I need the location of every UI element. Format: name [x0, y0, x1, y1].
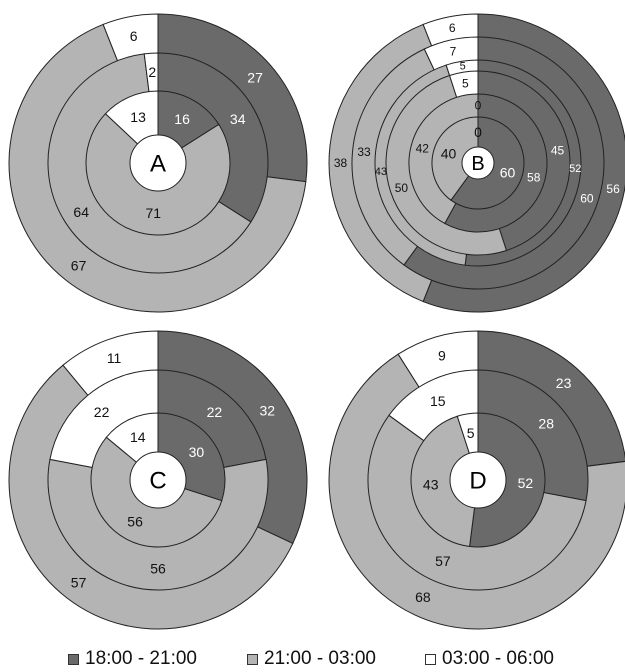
legend-swatch-evening	[68, 653, 79, 665]
panel-letter-c: C	[149, 468, 166, 495]
value-label-ring-2-night: 57	[435, 553, 451, 569]
value-label-ring-6-early-morning: 6	[449, 21, 456, 35]
value-label-ring-5-early-morning: 7	[450, 44, 457, 58]
donut-center	[129, 451, 187, 509]
legend-label-evening: 18:00 - 21:00	[85, 648, 197, 669]
value-label-ring-3-evening: 23	[556, 375, 572, 391]
legend-item-evening: 18:00 - 21:00	[68, 648, 197, 670]
value-label-ring-1-evening: 52	[518, 475, 534, 491]
value-label-ring-1-night: 56	[127, 514, 143, 530]
donut-center	[129, 134, 187, 192]
value-label-ring-1-evening: 16	[174, 111, 190, 127]
value-label-ring-5-night: 33	[357, 145, 371, 159]
value-label-ring-1-early-morning: 0	[474, 124, 482, 140]
value-label-ring-2-early-morning: 22	[94, 404, 110, 420]
value-label-ring-1-early-morning: 5	[467, 425, 475, 441]
legend-swatch-early-morning	[425, 653, 436, 665]
value-label-ring-1-night: 71	[146, 205, 162, 221]
value-label-ring-3-night: 67	[71, 257, 87, 273]
value-label-ring-2-early-morning: 2	[148, 64, 156, 80]
value-label-ring-3-evening: 27	[247, 69, 263, 85]
value-label-ring-3-early-morning: 6	[130, 28, 138, 44]
donut-panel-d: 52 43 5 28 57 15 23 68 9 D	[328, 330, 625, 630]
value-label-ring-1-evening: 30	[189, 444, 205, 460]
value-label-ring-3-night: 68	[415, 589, 431, 605]
value-label-ring-1-evening: 60	[500, 165, 516, 181]
value-label-ring-3-night: 50	[395, 181, 409, 195]
value-label-ring-4-early-morning: 5	[460, 61, 466, 73]
value-label-ring-2-evening: 34	[230, 111, 246, 127]
value-label-ring-2-evening: 28	[538, 416, 554, 432]
value-label-ring-3-early-morning: 9	[438, 348, 446, 364]
value-label-ring-4-night: 43	[375, 166, 387, 178]
value-label-ring-2-night: 42	[416, 142, 430, 156]
donut-center	[449, 451, 507, 509]
value-label-ring-3-early-morning: 11	[107, 350, 122, 366]
value-label-ring-6-night: 38	[334, 156, 348, 170]
panel-letter-d: D	[469, 468, 486, 495]
value-label-ring-1-night: 43	[423, 477, 439, 493]
value-label-ring-3-night: 57	[71, 574, 87, 590]
legend: 18:00 - 21:00 21:00 - 03:00 03:00 - 06:0…	[0, 648, 625, 672]
panel-letter-b: B	[471, 153, 484, 175]
legend-item-early-morning: 03:00 - 06:00	[425, 648, 554, 670]
legend-item-night: 21:00 - 03:00	[247, 648, 376, 670]
value-label-ring-1-night: 40	[441, 145, 457, 161]
ring-1-segment-night	[410, 415, 479, 548]
ring-1-segment-evening	[469, 412, 546, 548]
ring-1-segment-night	[431, 116, 479, 201]
legend-label-night: 21:00 - 03:00	[264, 648, 376, 669]
legend-label-early-morning: 03:00 - 06:00	[442, 648, 554, 669]
panel-letter-a: A	[150, 151, 166, 178]
value-label-ring-1-early-morning: 13	[130, 109, 146, 125]
value-label-ring-6-evening: 56	[606, 182, 620, 196]
value-label-ring-3-evening: 45	[551, 143, 565, 157]
donut-panel-a: 16 71 13 34 64 2 27 67 6 A	[8, 13, 308, 313]
value-label-ring-2-early-morning: 15	[430, 393, 446, 409]
value-label-ring-2-night: 64	[73, 204, 89, 220]
value-label-ring-1-early-morning: 14	[130, 429, 146, 445]
donut-panel-c: 30 56 14 22 56 22 32 57 11 C	[8, 330, 308, 630]
value-label-ring-3-early-morning: 5	[462, 77, 469, 91]
value-label-ring-2-early-morning: 0	[475, 99, 482, 113]
value-label-ring-2-night: 56	[150, 561, 166, 577]
donut-panel-b: 60 40 0 58 42 0 45 50 5 52 43 5 60 33 7 56 38 6 B	[328, 13, 625, 313]
value-label-ring-4-evening: 52	[569, 163, 581, 175]
value-label-ring-2-evening: 22	[207, 404, 223, 420]
value-label-ring-3-evening: 32	[260, 403, 276, 419]
donut-center	[461, 146, 495, 180]
value-label-ring-2-evening: 58	[527, 170, 541, 184]
value-label-ring-5-evening: 60	[580, 191, 594, 205]
legend-swatch-night	[247, 653, 258, 665]
